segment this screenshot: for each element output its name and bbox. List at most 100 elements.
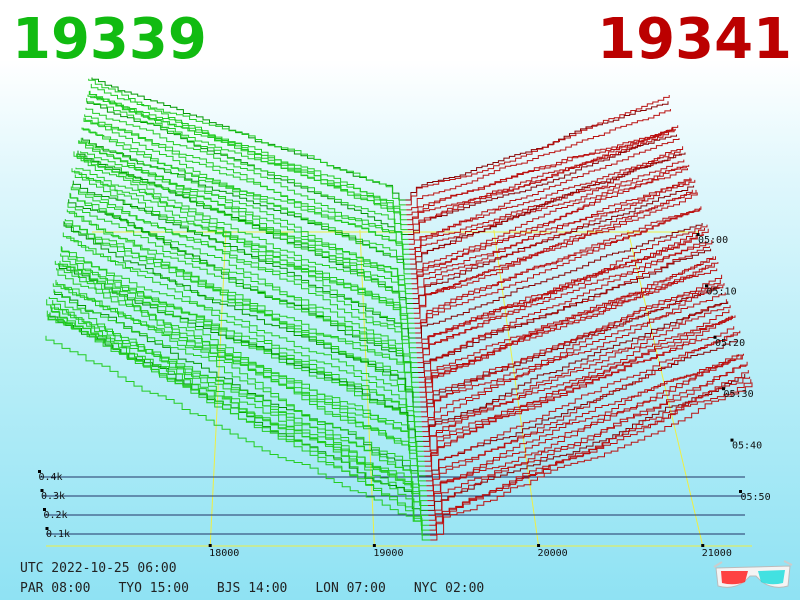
ask-price: 19341 bbox=[597, 7, 792, 72]
ask-depth-line bbox=[411, 177, 691, 290]
ask-depth-line bbox=[412, 189, 693, 300]
bid-depth-line bbox=[58, 263, 424, 447]
ask-depth-line bbox=[415, 206, 702, 334]
ask-depth-line bbox=[416, 240, 707, 354]
ask-depth-line bbox=[412, 178, 692, 295]
bid-depth-line bbox=[76, 153, 414, 309]
price-tick-mark bbox=[208, 544, 212, 547]
bid-depth-line bbox=[86, 98, 409, 240]
bid-depth-line bbox=[45, 335, 431, 541]
ask-depth-line bbox=[425, 333, 738, 482]
ask-depth-line bbox=[409, 154, 682, 255]
bid-depth-line bbox=[76, 153, 414, 314]
bid-depth-line bbox=[54, 260, 426, 472]
ask-depth-line bbox=[414, 207, 701, 329]
bid-depth-line bbox=[62, 232, 421, 413]
bid-depth-line bbox=[71, 168, 417, 349]
ask-depth-line bbox=[429, 379, 752, 536]
bid-depth-line bbox=[87, 94, 408, 231]
bid-depth-line bbox=[73, 151, 416, 334]
ask-depth-line bbox=[407, 128, 676, 231]
bid-depth-line bbox=[89, 90, 407, 216]
ask-depth-line bbox=[421, 274, 723, 418]
ask-depth-line bbox=[411, 164, 690, 285]
ask-depth-line bbox=[425, 315, 736, 472]
time-tick-mark bbox=[739, 490, 742, 493]
ask-depth-line bbox=[428, 364, 747, 516]
clock-par: PAR 08:00 bbox=[20, 581, 91, 596]
depth-lines bbox=[45, 77, 753, 541]
bid-price: 19339 bbox=[12, 7, 207, 72]
ask-depth-line bbox=[413, 189, 697, 314]
clock-bjs: BJS 14:00 bbox=[216, 581, 288, 596]
volume-tick-mark bbox=[43, 508, 46, 511]
ask-depth-line bbox=[428, 374, 746, 511]
ask-depth-line bbox=[418, 248, 712, 373]
ask-depth-line bbox=[423, 301, 729, 442]
price-tick-mark bbox=[537, 544, 541, 547]
ask-depth-line bbox=[424, 326, 735, 467]
ask-depth-line bbox=[426, 354, 740, 487]
bid-depth-line bbox=[90, 83, 406, 206]
bid-depth-line bbox=[80, 137, 412, 280]
ask-depth-line bbox=[415, 233, 704, 344]
bid-depth-line bbox=[53, 289, 426, 482]
ask-depth-line bbox=[423, 305, 731, 452]
time-tick-mark bbox=[730, 438, 734, 442]
bid-depth-line bbox=[60, 246, 422, 428]
grid-line-price bbox=[209, 229, 227, 547]
bid-depth-line bbox=[61, 247, 422, 423]
time-tick-mark bbox=[705, 284, 708, 288]
time-tick-mark bbox=[696, 233, 700, 236]
ask-depth-line bbox=[424, 315, 732, 457]
ask-depth-line bbox=[418, 256, 714, 383]
ask-depth-line bbox=[408, 125, 679, 240]
bid-depth-line bbox=[78, 140, 413, 295]
ask-depth-line bbox=[430, 382, 753, 541]
time-tick-mark bbox=[722, 387, 725, 391]
bid-depth-line bbox=[63, 221, 421, 408]
axis-ticks: 18000 19000 20000 21000 0.1k 0.2k 0.3k 0.4k 05:0… bbox=[38, 233, 771, 559]
price-tick-label: 18000 bbox=[209, 548, 239, 559]
ask-depth-line bbox=[424, 315, 733, 462]
price-tick-label: 21000 bbox=[702, 548, 732, 559]
volume-tick-mark bbox=[38, 470, 41, 473]
ask-depth-line bbox=[409, 146, 684, 260]
ask-depth-line bbox=[405, 95, 670, 206]
bid-depth-line bbox=[66, 209, 419, 383]
ask-depth-line bbox=[417, 246, 710, 368]
bid-depth-line bbox=[82, 137, 411, 270]
ask-depth-line bbox=[422, 292, 726, 433]
bid-depth-line bbox=[84, 117, 409, 250]
bid-depth-line bbox=[46, 299, 430, 536]
ask-depth-line bbox=[411, 168, 688, 280]
ask-depth-line bbox=[409, 149, 681, 250]
bid-depth-line bbox=[81, 127, 411, 275]
time-tick-label: 05:20 bbox=[715, 338, 745, 349]
ask-depth-line bbox=[405, 101, 669, 201]
ask-depth-line bbox=[408, 138, 680, 245]
price-tick-mark bbox=[701, 544, 705, 547]
bid-depth-line bbox=[48, 296, 429, 516]
bid-depth-line bbox=[84, 114, 410, 255]
ask-depth-line bbox=[427, 353, 744, 506]
time-tick-label: 05:10 bbox=[707, 286, 737, 297]
bid-depth-line bbox=[88, 91, 407, 221]
bid-depth-line bbox=[46, 310, 430, 531]
bid-depth-line bbox=[64, 222, 421, 403]
ask-depth-line bbox=[406, 127, 674, 221]
ask-depth-line bbox=[416, 224, 708, 359]
volume-tick-label: 0.3k bbox=[41, 491, 65, 502]
ask-depth-line bbox=[421, 285, 724, 423]
price-tick-mark bbox=[372, 544, 376, 547]
bid-depth-line bbox=[82, 127, 411, 265]
time-tick-label: 05:50 bbox=[741, 492, 771, 503]
grid-line-price bbox=[359, 229, 375, 547]
ask-depth-line bbox=[428, 361, 748, 521]
ask-depth-line bbox=[415, 223, 703, 339]
bid-depth-line bbox=[88, 78, 408, 226]
3d-glasses-icon[interactable] bbox=[712, 558, 794, 594]
bid-depth-line bbox=[67, 202, 419, 378]
ask-depth-line bbox=[427, 355, 742, 497]
